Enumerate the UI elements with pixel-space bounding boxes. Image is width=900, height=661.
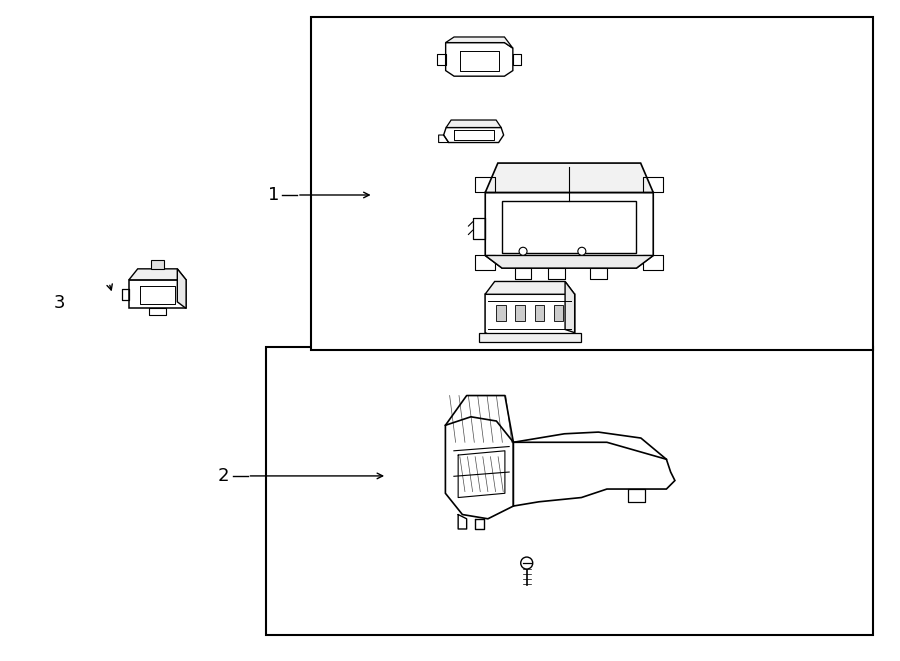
- Circle shape: [578, 247, 586, 255]
- Polygon shape: [485, 294, 575, 339]
- Polygon shape: [565, 282, 575, 332]
- Polygon shape: [502, 201, 636, 253]
- Polygon shape: [516, 305, 525, 321]
- Polygon shape: [151, 260, 164, 269]
- Polygon shape: [446, 120, 501, 128]
- Polygon shape: [496, 305, 506, 321]
- Polygon shape: [446, 42, 513, 76]
- Polygon shape: [485, 192, 653, 268]
- Polygon shape: [129, 280, 186, 309]
- Polygon shape: [446, 417, 513, 519]
- Polygon shape: [129, 269, 186, 280]
- Text: 2: 2: [218, 467, 230, 485]
- Circle shape: [521, 557, 533, 569]
- Polygon shape: [446, 37, 513, 48]
- Polygon shape: [513, 442, 675, 506]
- Polygon shape: [554, 305, 563, 321]
- Bar: [266, 347, 873, 635]
- Bar: [310, 17, 873, 350]
- Text: 1: 1: [267, 186, 279, 204]
- Polygon shape: [485, 163, 653, 192]
- Polygon shape: [485, 255, 653, 268]
- Polygon shape: [444, 128, 504, 143]
- Circle shape: [519, 247, 527, 255]
- Polygon shape: [177, 269, 186, 309]
- Polygon shape: [485, 282, 575, 294]
- Polygon shape: [535, 305, 544, 321]
- Text: 3: 3: [54, 293, 66, 311]
- Polygon shape: [479, 332, 581, 342]
